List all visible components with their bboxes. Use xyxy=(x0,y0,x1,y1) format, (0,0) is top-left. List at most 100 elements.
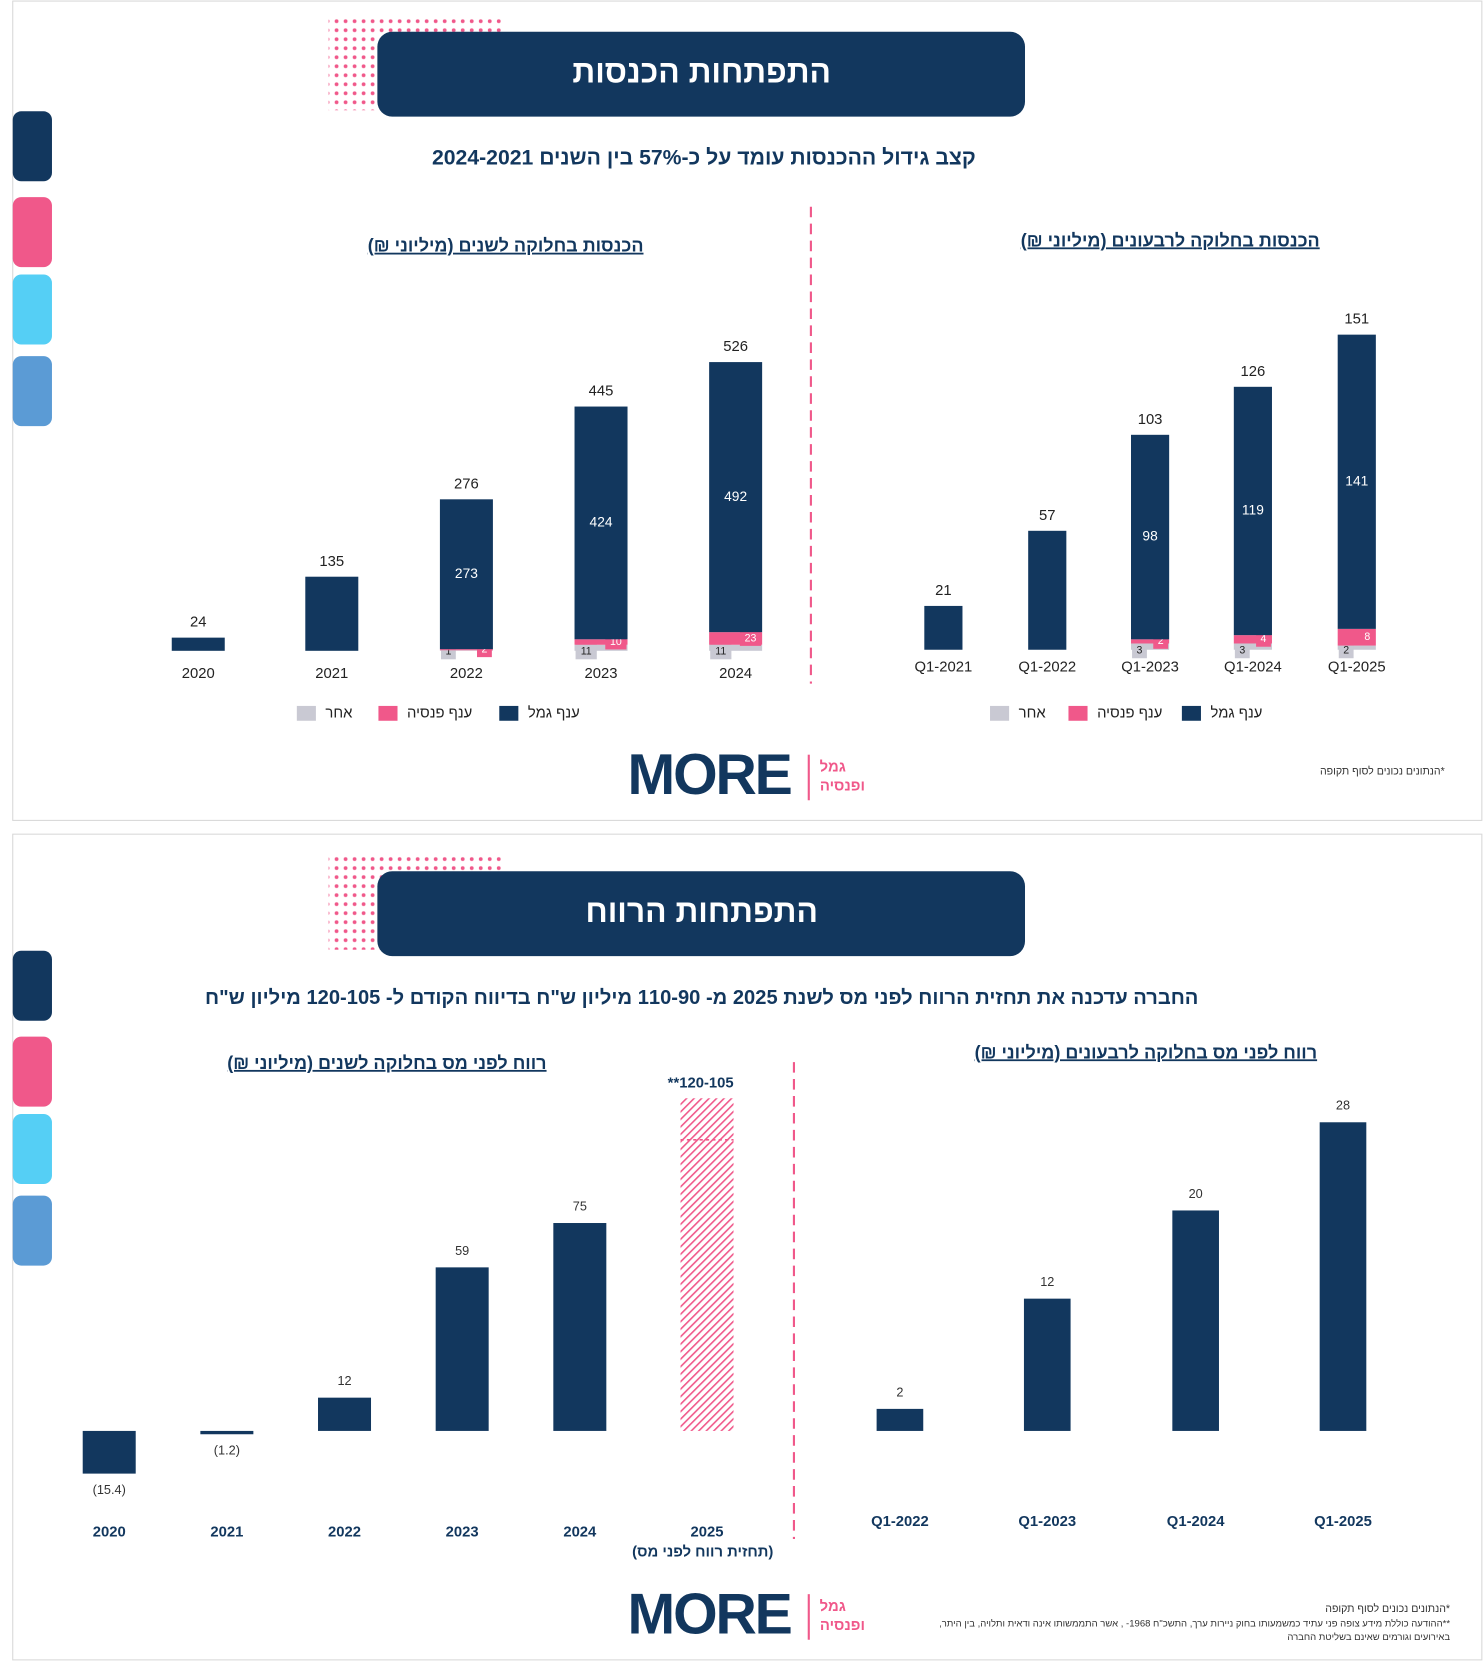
x-tick-label: 2022 xyxy=(450,666,483,682)
value-label: 28 xyxy=(1336,1098,1350,1113)
segment-label-box xyxy=(1359,629,1375,645)
segment-label: 3 xyxy=(1239,645,1245,657)
segment-label: 424 xyxy=(590,515,613,530)
legend-swatch xyxy=(1068,705,1088,721)
bar-segment xyxy=(1131,434,1170,640)
x-tick-label: 2024 xyxy=(719,666,752,682)
legend-swatch xyxy=(1181,705,1201,721)
tab xyxy=(12,111,52,182)
legend-label: אחר xyxy=(1019,705,1047,721)
segment-label: 2 xyxy=(1343,645,1349,657)
x-tick-label: Q1-2025 xyxy=(1314,1514,1372,1530)
footnote: באירועים וגורמים שאינם בשליטת החברה xyxy=(1287,1631,1450,1643)
value-label: 20 xyxy=(1189,1186,1203,1201)
chart-title: הכנסות בחלוקה לשנים (מיליוני ₪) xyxy=(368,236,644,256)
segment-label: 119 xyxy=(1242,503,1264,518)
total-label: 126 xyxy=(1241,364,1266,380)
value-label: 12 xyxy=(1040,1274,1054,1289)
bar-segment xyxy=(709,362,763,633)
slide-frame xyxy=(12,833,1483,1661)
bar-segment xyxy=(574,644,628,651)
total-label: 24 xyxy=(190,615,207,631)
bar-segment xyxy=(1028,530,1067,650)
segment-label: 23 xyxy=(745,632,757,644)
slide-2: התפתחות הרווח החברה עדכנה את תחזית הרווח… xyxy=(12,833,1483,1661)
segment-label-box xyxy=(1132,643,1147,659)
total-label: 135 xyxy=(319,554,344,570)
bar-segment xyxy=(439,499,493,650)
x-tick-label: Q1-2023 xyxy=(1018,1514,1076,1530)
segment-label: 492 xyxy=(724,489,747,504)
value-label: (1.2) xyxy=(214,1443,240,1458)
segment-label: 273 xyxy=(455,566,478,581)
tab xyxy=(12,274,52,345)
segment-label-box xyxy=(1338,643,1354,659)
total-label: 276 xyxy=(454,476,479,492)
legend-swatch xyxy=(378,705,398,721)
legend-swatch xyxy=(499,705,519,721)
legend-label: אחר xyxy=(325,705,353,721)
bar-segment xyxy=(709,644,763,651)
bar-segment xyxy=(1233,386,1272,636)
logo: MORE xyxy=(628,1583,791,1647)
bar-segment xyxy=(439,649,493,651)
x-tick-label: Q1-2025 xyxy=(1328,660,1386,676)
bar-segment xyxy=(574,639,628,645)
legend-swatch xyxy=(296,705,316,721)
bar xyxy=(82,1430,136,1474)
x-tick-label: Q1-2023 xyxy=(1121,660,1179,676)
tab xyxy=(12,356,52,427)
forecast-label: **120-105 xyxy=(668,1075,734,1091)
legend-label: ענף גמל xyxy=(528,704,580,721)
segment-label: 141 xyxy=(1345,473,1368,488)
x-tick-label: Q1-2022 xyxy=(1018,660,1076,676)
x-tick-label: Q1-2021 xyxy=(915,660,973,676)
total-label: 103 xyxy=(1138,412,1163,428)
bar-segment xyxy=(1131,639,1170,644)
bar-segment xyxy=(924,605,963,650)
segment-label: 8 xyxy=(1364,631,1370,643)
bar xyxy=(1172,1210,1219,1431)
segment-label-box xyxy=(710,644,732,660)
segment-label: 11 xyxy=(715,646,726,658)
segment-label-box xyxy=(1234,643,1250,659)
chart-title: רווח לפני מס בחלוקה לרבעונים (מיליוני ₪) xyxy=(975,1042,1318,1062)
x-tick-label: 2023 xyxy=(446,1525,479,1541)
legend-label: ענף גמל xyxy=(1210,704,1262,721)
logo: MORE xyxy=(628,743,791,807)
legend-swatch xyxy=(990,705,1010,721)
tab xyxy=(12,1036,52,1107)
footnote: *הנתונים נכונים לסוף תקופה xyxy=(1325,1603,1450,1615)
segment-label: 1 xyxy=(445,646,451,658)
x-tick-label: Q1-2024 xyxy=(1167,1514,1225,1530)
total-label: 21 xyxy=(935,583,952,599)
segment-label: 10 xyxy=(610,636,622,648)
total-label: 151 xyxy=(1344,312,1369,328)
bar xyxy=(876,1408,924,1431)
forecast-bar xyxy=(680,1098,734,1431)
x-tick-label: 2020 xyxy=(182,666,215,682)
bar-segment xyxy=(305,576,359,651)
slide-subtitle: קצב גידול ההכנסות עומד על כ-57% בין השני… xyxy=(432,147,976,170)
slide-subtitle: החברה עדכנה את תחזית הרווח לפני מס לשנת … xyxy=(205,987,1198,1009)
value-label: 12 xyxy=(337,1373,351,1388)
x-tick-label: 2022 xyxy=(328,1525,361,1541)
x-tick-label: 2023 xyxy=(585,666,618,682)
tab xyxy=(12,950,52,1021)
total-label: 445 xyxy=(589,384,614,400)
tab xyxy=(12,197,52,268)
bar-segment xyxy=(574,406,628,640)
forecast-note: (תחזית רווח לפני מס) xyxy=(632,1544,773,1561)
x-tick-label: 2020 xyxy=(93,1525,126,1541)
x-tick-label: Q1-2024 xyxy=(1224,660,1282,676)
segment-label: 11 xyxy=(581,646,592,658)
slide-title: התפתחות הכנסות xyxy=(572,54,831,90)
value-label: 59 xyxy=(455,1243,469,1258)
title-box xyxy=(377,871,1026,957)
footnote: *הנתונים נכונים לסוף תקופה xyxy=(1320,765,1445,777)
bar-segment xyxy=(171,637,225,651)
bar xyxy=(1319,1122,1367,1431)
bar-segment xyxy=(1233,643,1272,650)
slide-title: התפתחות הרווח xyxy=(585,893,818,929)
